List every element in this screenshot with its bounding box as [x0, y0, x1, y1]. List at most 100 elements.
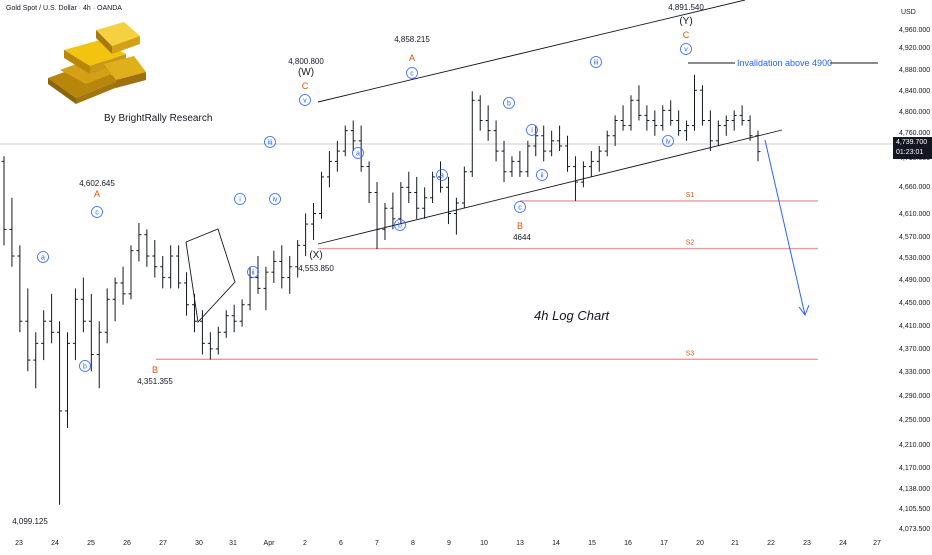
- ohlc-bar: [469, 91, 475, 177]
- wave-label-b-minor: B: [152, 365, 158, 375]
- y-tick-label: 4,370.000: [899, 346, 930, 353]
- ohlc-bar: [41, 310, 47, 361]
- ohlc-bar: [96, 321, 102, 389]
- ohlc-bar: [430, 171, 436, 203]
- ohlc-bar: [699, 85, 705, 126]
- wave-label-i: i: [526, 124, 538, 136]
- y-tick-label: 4,210.000: [899, 442, 930, 449]
- x-tick-label: 21: [731, 540, 739, 547]
- x-tick-label: 7: [375, 540, 379, 547]
- wave-circle: [503, 97, 515, 109]
- wave-text: a: [440, 173, 444, 180]
- ohlc-bar: [342, 125, 348, 157]
- chart-title: 4h Log Chart: [534, 308, 610, 323]
- wave-label-v: v: [680, 43, 692, 55]
- ohlc-bar: [461, 166, 467, 209]
- ohlc-bar: [668, 100, 674, 126]
- wave-circle: [79, 360, 91, 372]
- symbol-header: Gold Spot / U.S. Dollar · 4h · OANDA: [6, 5, 122, 12]
- bar-countdown: 01:23:01: [896, 149, 924, 156]
- price-annotation: 4644: [513, 233, 531, 242]
- wave-label-b: b: [503, 97, 515, 109]
- y-tick-label: 4,760.000: [899, 130, 930, 137]
- wave-label-iv: iv: [269, 193, 281, 205]
- y-tick-label: 4,490.000: [899, 277, 930, 284]
- wave-label-b: b: [79, 360, 91, 372]
- price-channel: [317, 0, 783, 245]
- ohlc-bar: [303, 213, 309, 257]
- x-tick-label: 25: [87, 540, 95, 547]
- ohlc-bar: [549, 130, 555, 157]
- ohlc-bar: [215, 326, 221, 355]
- ohlc-bar: [692, 74, 698, 131]
- ohlc-bar: [239, 299, 245, 327]
- support-label-s1: S1: [686, 192, 695, 199]
- wave-text: iii: [268, 140, 273, 147]
- wave-circle: [590, 56, 602, 68]
- gold-bars-icon: [48, 22, 146, 104]
- x-tick-label: 15: [588, 540, 596, 547]
- y-tick-label: 4,960.000: [899, 27, 930, 34]
- wave-circle: [406, 67, 418, 79]
- price-annotations: 4,099.125 4,602.645 4,351.355 4,800.800 4,55…: [12, 3, 704, 526]
- wave-label-v: v: [299, 94, 311, 106]
- price-annotation: 4,351.355: [137, 377, 173, 386]
- ohlc-bar: [231, 304, 237, 333]
- ohlc-bar: [747, 115, 753, 141]
- wave-text: b: [398, 223, 402, 230]
- wave-text: i: [239, 197, 241, 204]
- x-tick-label: Apr: [264, 540, 276, 547]
- wave-circle: [299, 94, 311, 106]
- wave-circle: [37, 251, 49, 263]
- ohlc-bar: [287, 256, 293, 294]
- x-tick-label: 16: [624, 540, 632, 547]
- support-label-s3: S3: [686, 350, 695, 357]
- wave-label-c: c: [514, 201, 526, 213]
- wave-text: i: [531, 128, 533, 135]
- wave-label-a: a: [352, 147, 364, 159]
- ohlc-bar: [533, 125, 539, 157]
- wave-label-c: C: [683, 30, 690, 40]
- x-tick-label: 24: [51, 540, 59, 547]
- ohlc-bar: [382, 202, 388, 240]
- ohlc-bar: [739, 105, 745, 126]
- ohlc-bar: [112, 277, 118, 322]
- ohlc-bar: [176, 245, 182, 289]
- currency-label: USD: [901, 9, 916, 16]
- price-annotation: 4,858.215: [394, 35, 430, 44]
- time-axis: 23 24 25 26 27 30 31 Apr 2 6 7 8 9 10 13 14 15 16 17 20 21 22…: [15, 540, 881, 547]
- ohlc-bar: [612, 115, 618, 146]
- wave-label-c: c: [91, 206, 103, 218]
- wave-text: ii: [540, 173, 544, 180]
- wave-circle: [269, 193, 281, 205]
- ohlc-bar: [366, 161, 372, 203]
- ohlc-bar: [501, 140, 507, 183]
- ohlc-bar: [715, 120, 721, 146]
- wave-circle: [436, 169, 448, 181]
- ohlc-bar: [80, 277, 86, 333]
- wave-label-ii: ii: [247, 266, 259, 278]
- y-tick-label: 4,840.000: [899, 88, 930, 95]
- ohlc-bar: [136, 223, 142, 262]
- ohlc-bar: [477, 95, 483, 131]
- wave-text: b: [507, 101, 511, 108]
- last-price-value: 4,739.700: [896, 139, 928, 146]
- wave-label-b: B: [517, 221, 523, 231]
- ohlc-bar: [72, 288, 78, 361]
- x-tick-label: 31: [229, 540, 237, 547]
- wave-circle: [264, 136, 276, 148]
- x-tick-label: 26: [123, 540, 131, 547]
- ohlc-bar: [644, 105, 650, 131]
- ohlc-bar: [350, 120, 356, 152]
- ohlc-bar: [422, 187, 428, 219]
- ohlc-bar: [33, 332, 39, 389]
- x-tick-label: 20: [696, 540, 704, 547]
- wave-label-a-minor: A: [94, 189, 100, 199]
- wave-text: c: [410, 71, 414, 78]
- y-tick-label: 4,450.000: [899, 300, 930, 307]
- x-tick-label: 24: [839, 540, 847, 547]
- y-tick-label: 4,570.000: [899, 234, 930, 241]
- y-tick-label: 4,330.000: [899, 369, 930, 376]
